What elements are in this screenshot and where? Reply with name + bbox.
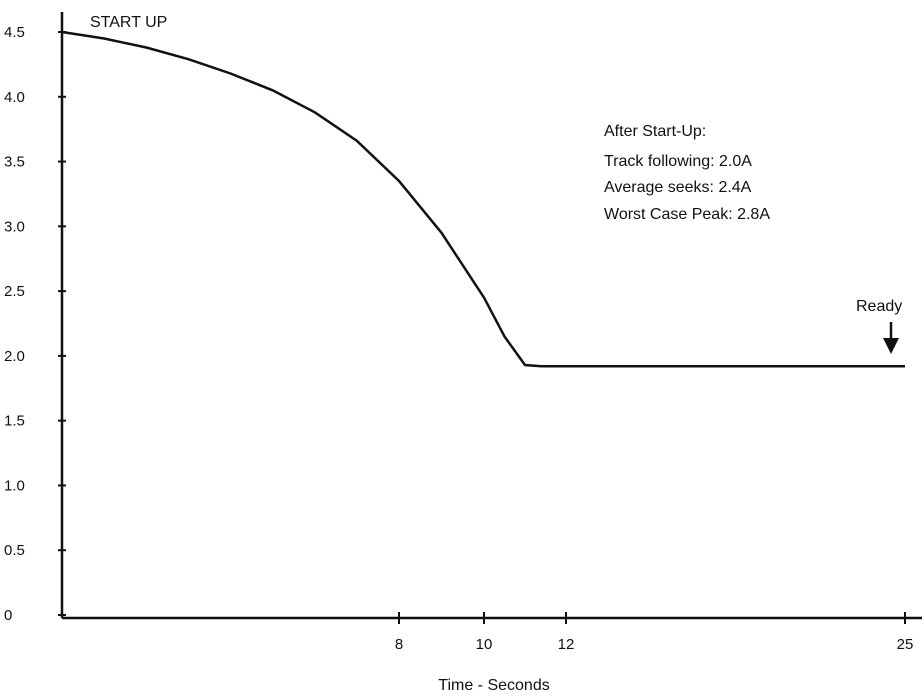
- after-startup-heading: After Start-Up:: [604, 123, 706, 140]
- y-tick-label: 4.5: [4, 24, 25, 41]
- y-axis-ticks: 0 0.5 1.0 1.5 2.0 2.5 3.0 3.5 4.0 4.5: [4, 24, 66, 624]
- x-tick-label: 25: [897, 636, 914, 653]
- x-axis-title: Time - Seconds: [438, 677, 549, 694]
- y-tick-label: 3.5: [4, 154, 25, 171]
- x-axis-ticks: 8 10 12 25: [395, 612, 914, 653]
- y-tick-label: 0: [4, 607, 12, 624]
- y-tick-label: 0.5: [4, 542, 25, 559]
- x-tick-label: 12: [558, 636, 575, 653]
- start-up-label: START UP: [90, 14, 167, 31]
- y-tick-label: 2.0: [4, 348, 25, 365]
- ready-label: Ready: [856, 298, 902, 315]
- y-tick-label: 4.0: [4, 89, 25, 106]
- ready-arrow-icon: [883, 322, 899, 354]
- x-tick-label: 10: [476, 636, 493, 653]
- x-tick-label: 8: [395, 636, 403, 653]
- y-tick-label: 3.0: [4, 218, 25, 235]
- y-tick-label: 1.5: [4, 413, 25, 430]
- y-tick-label: 1.0: [4, 477, 25, 494]
- y-tick-label: 2.5: [4, 283, 25, 300]
- average-seeks-note: Average seeks: 2.4A: [604, 179, 752, 196]
- current-curve: [61, 30, 905, 368]
- track-following-note: Track following: 2.0A: [604, 153, 752, 170]
- worst-case-peak-note: Worst Case Peak: 2.8A: [604, 206, 770, 223]
